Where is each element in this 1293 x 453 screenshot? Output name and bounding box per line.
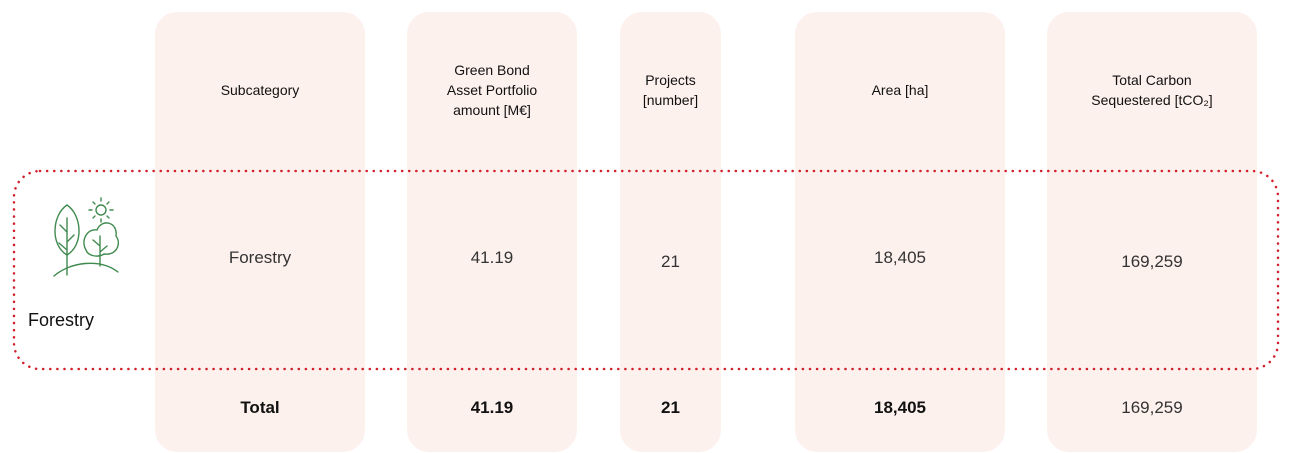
total-cell: 41.19 bbox=[470, 398, 514, 417]
header-cell: Green Bond Asset Portfolio amount [M€] bbox=[446, 62, 538, 118]
column-bg bbox=[795, 12, 1005, 452]
header-cell: Total Carbon Sequestered [tCO₂] bbox=[1091, 72, 1213, 108]
column-bg bbox=[155, 12, 365, 452]
row-cell: 41.19 bbox=[470, 248, 514, 267]
total-cell: Total bbox=[240, 398, 280, 417]
row-cell: 18,405 bbox=[874, 248, 926, 267]
column-bg bbox=[620, 12, 721, 452]
total-cell: 21 bbox=[661, 398, 680, 417]
header-cell: Projects [number] bbox=[642, 72, 699, 108]
header-cell: Area [ha] bbox=[871, 82, 929, 98]
column-bg bbox=[407, 12, 577, 452]
total-cell: 18,405 bbox=[874, 398, 926, 417]
total-cell: 169,259 bbox=[1121, 398, 1183, 417]
row-cell: 169,259 bbox=[1121, 252, 1183, 271]
category-label: Forestry bbox=[28, 310, 95, 330]
forest-icon bbox=[53, 197, 120, 277]
row-cell: Forestry bbox=[228, 248, 292, 267]
row-cell: 21 bbox=[661, 252, 680, 271]
header-cell: Subcategory bbox=[220, 82, 300, 98]
column-bg bbox=[1047, 12, 1257, 452]
